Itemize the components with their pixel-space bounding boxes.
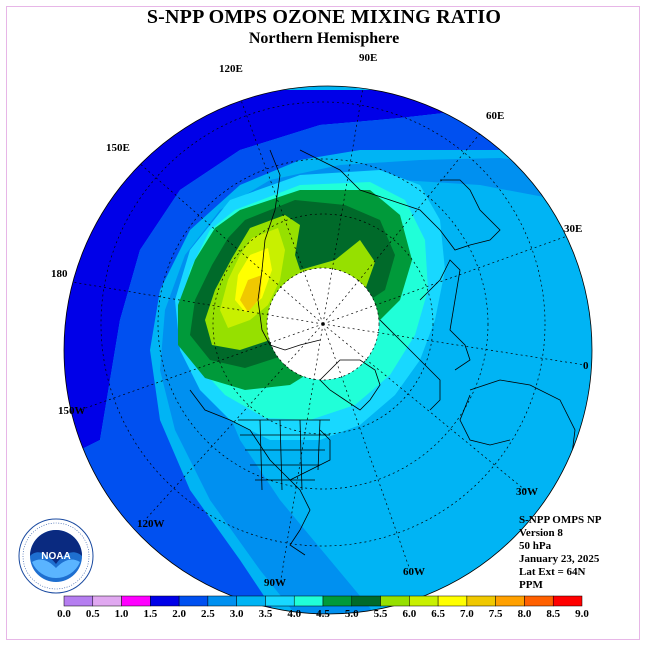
legend-tick-label: 0.0 — [57, 608, 71, 620]
legend-tick-label: 9.0 — [575, 608, 589, 620]
info-date: January 23, 2025 — [519, 553, 600, 565]
graticule — [64, 86, 586, 586]
noaa-logo-text: NOAA — [41, 551, 70, 562]
lon-label-60w: 60W — [403, 566, 425, 578]
legend-tick-label: 7.0 — [460, 608, 474, 620]
legend-tick-label: 8.0 — [517, 608, 532, 620]
legend-swatch — [265, 595, 295, 607]
lon-label-0: 0 — [583, 360, 589, 372]
legend-tick-label: 4.5 — [316, 608, 330, 620]
legend-swatch — [92, 595, 122, 607]
info-version: Version 8 — [519, 527, 563, 539]
legend-swatch — [293, 595, 324, 607]
info-units: PPM — [519, 579, 543, 591]
legend-tick-label: 1.0 — [114, 608, 129, 620]
lon-label-120w: 120W — [137, 518, 165, 530]
legend-swatch — [150, 595, 180, 607]
info-lat-extent: Lat Ext = 64N — [519, 566, 586, 578]
legend-swatch — [63, 595, 94, 607]
lon-label-120e: 120E — [219, 63, 243, 75]
legend-swatch — [236, 595, 266, 607]
legend-swatch — [437, 595, 468, 607]
legend-swatch — [409, 595, 439, 607]
page-subtitle: Northern Hemisphere — [248, 30, 400, 47]
lon-label-150e: 150E — [106, 142, 130, 154]
legend-swatch — [466, 595, 496, 607]
legend-tick-label: 3.0 — [229, 608, 244, 620]
legend-swatch — [178, 595, 209, 607]
legend-tick-label: 2.0 — [172, 608, 186, 620]
legend-swatch — [121, 595, 151, 607]
figure-frame — [6, 6, 640, 640]
legend-swatch — [322, 595, 353, 607]
band-2.0 — [64, 90, 592, 614]
legend-swatch — [524, 595, 554, 607]
lon-label-60e: 60E — [486, 110, 505, 122]
legend-swatch — [552, 595, 583, 607]
lon-label-180: 180 — [51, 268, 68, 280]
legend-tick-label: 0.5 — [85, 608, 100, 620]
legend-swatch — [380, 595, 410, 607]
legend-swatch — [351, 595, 381, 607]
product-info: S-NPP OMPS NP Version 8 50 hPa January 2… — [519, 514, 602, 592]
legend-tick-label: 6.0 — [402, 608, 417, 620]
legend-tick-label: 3.5 — [258, 608, 273, 620]
legend-swatch — [495, 595, 525, 607]
noaa-logo: NOAA — [18, 518, 94, 594]
lon-label-150w: 150W — [58, 405, 86, 417]
info-level: 50 hPa — [519, 540, 552, 552]
legend-tick-label: 5.5 — [373, 608, 388, 620]
map-outline — [63, 85, 593, 615]
legend-tick-label: 8.5 — [546, 608, 561, 620]
legend-tick-label: 5.0 — [344, 608, 359, 620]
legend-tick-label: 6.5 — [431, 608, 445, 620]
legend-tick-label: 1.5 — [143, 608, 158, 620]
color-legend — [63, 595, 583, 607]
band-1.5 — [64, 90, 470, 460]
legend-tick-label: 4.0 — [287, 608, 302, 620]
legend-tick-label: 2.5 — [201, 608, 215, 620]
info-instrument: S-NPP OMPS NP — [519, 514, 602, 526]
lon-label-30w: 30W — [516, 486, 538, 498]
lon-label-30e: 30E — [564, 223, 583, 235]
page-title: S-NPP OMPS OZONE MIXING RATIO — [146, 6, 502, 28]
lon-label-90e: 90E — [359, 52, 378, 64]
band-2.5 — [160, 158, 592, 614]
band-7.0 — [240, 275, 262, 312]
legend-swatch — [207, 595, 237, 607]
lon-label-90w: 90W — [264, 577, 286, 589]
legend-tick-label: 7.5 — [488, 608, 503, 620]
